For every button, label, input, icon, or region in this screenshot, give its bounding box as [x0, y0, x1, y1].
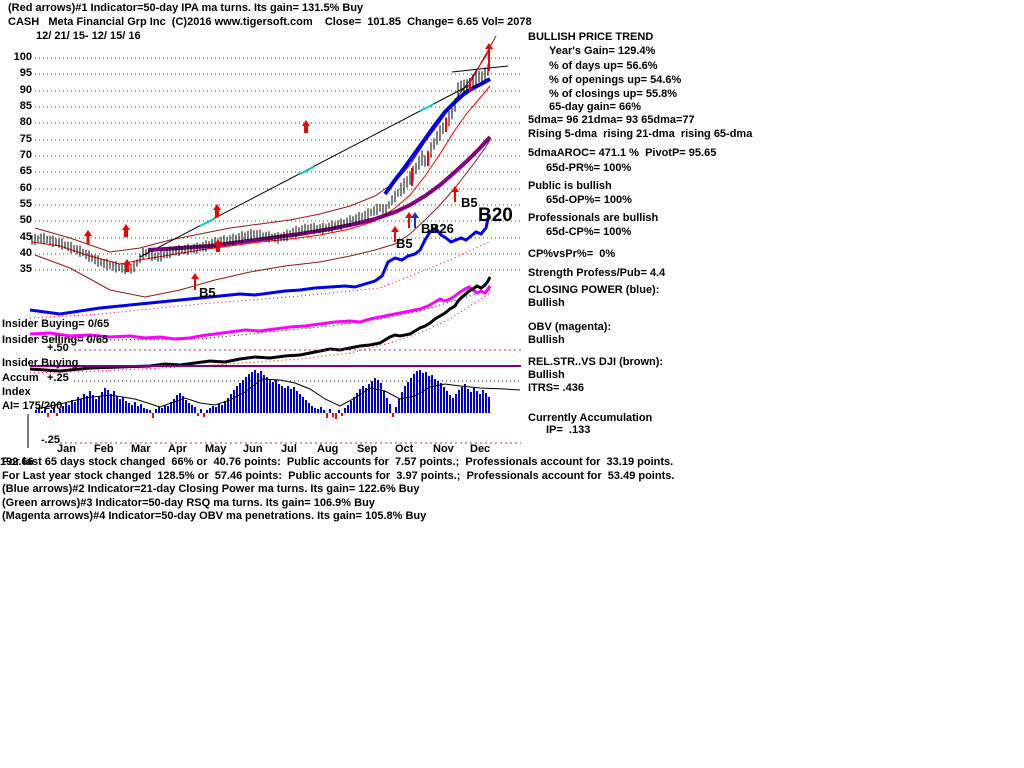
- svg-text:B5: B5: [199, 285, 216, 300]
- svg-text:B5: B5: [461, 195, 478, 210]
- svg-text:B26: B26: [430, 221, 454, 236]
- svg-text:B8: B8: [421, 221, 438, 236]
- svg-text:B5: B5: [396, 236, 413, 251]
- svg-text:B20: B20: [478, 205, 513, 226]
